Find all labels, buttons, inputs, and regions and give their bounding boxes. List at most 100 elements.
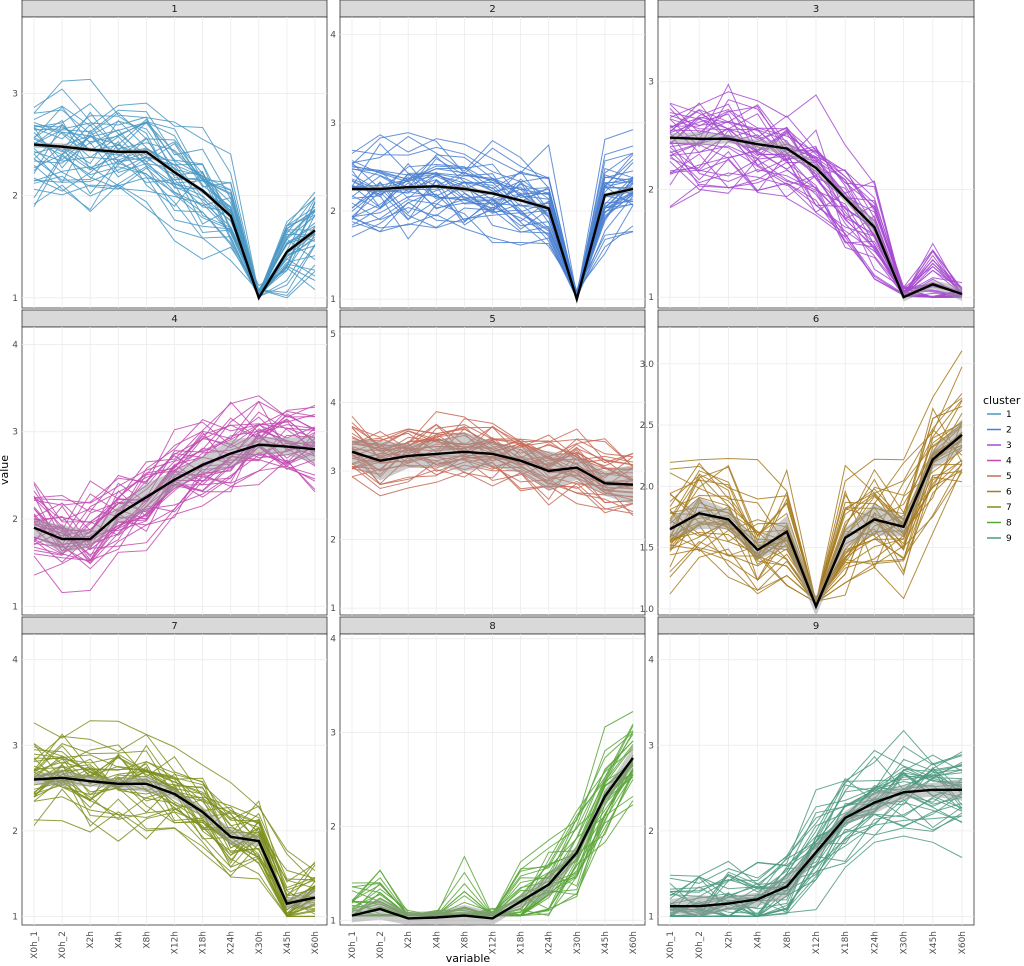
y-tick-label: 2 bbox=[330, 207, 336, 217]
x-tick-label: X30h bbox=[900, 931, 910, 954]
x-tick-label: X45h bbox=[283, 931, 293, 954]
y-tick-label: 4 bbox=[12, 340, 18, 350]
series-trace bbox=[33, 420, 316, 524]
series-trace bbox=[33, 401, 316, 504]
series-trace bbox=[669, 132, 963, 293]
panel-7: 7 1 2 3 4 X0h_1 X0h_2 X2h X4h X8h X12h X18h X24h X30h… bbox=[12, 616, 328, 959]
x-tick-label: X12h bbox=[489, 931, 499, 954]
x-tick-label: X45h bbox=[929, 931, 939, 954]
y-tick-label: 1 bbox=[330, 916, 336, 926]
y-tick-label: 3 bbox=[12, 90, 18, 100]
facet-label: 3 bbox=[813, 4, 819, 15]
confidence-ribbon bbox=[34, 142, 315, 300]
y-tick-label: 4 bbox=[12, 656, 18, 666]
panel-6: 6 1.0 1.5 2.0 2.5 3.0 bbox=[640, 309, 975, 617]
x-tick-label: X18h bbox=[841, 931, 851, 954]
x-axis-title: variable bbox=[446, 952, 491, 965]
x-tick-label: X4h bbox=[432, 931, 442, 949]
legend-label: 7 bbox=[1006, 503, 1012, 513]
mean-line bbox=[352, 185, 634, 304]
series-trace bbox=[33, 102, 316, 295]
x-tick-label: X24h bbox=[227, 931, 237, 954]
facet-label: 7 bbox=[171, 621, 177, 632]
series-trace bbox=[33, 720, 316, 872]
y-tick-label: 1.0 bbox=[640, 605, 655, 615]
series-trace bbox=[33, 454, 316, 562]
confidence-ribbon bbox=[352, 432, 633, 505]
y-tick-label: 2 bbox=[648, 827, 654, 837]
y-tick-label: 3 bbox=[330, 467, 336, 477]
y-tick-label: 2 bbox=[12, 515, 18, 525]
y-tick-label: 1 bbox=[648, 912, 654, 922]
x-tick-label: X30h bbox=[573, 931, 583, 954]
y-tick-label: 3.0 bbox=[640, 360, 655, 370]
series-trace bbox=[33, 733, 316, 898]
y-tick-label: 3 bbox=[648, 78, 654, 88]
series-trace bbox=[669, 102, 963, 290]
x-tick-label: X24h bbox=[870, 931, 880, 954]
panel-1: 1 1 2 3 bbox=[12, 0, 328, 309]
facet-label: 1 bbox=[171, 4, 177, 15]
panel-8: 8 1 2 3 4 X0h_1 X0h_2 X2h X4h X8h X12h X18h X24h X30h… bbox=[330, 616, 646, 959]
legend-label: 4 bbox=[1006, 457, 1012, 467]
series-trace bbox=[33, 776, 316, 915]
series-trace bbox=[669, 109, 963, 297]
series-trace bbox=[33, 796, 316, 918]
series-trace bbox=[669, 754, 963, 890]
mean-line bbox=[351, 450, 634, 486]
facet-label: 2 bbox=[489, 4, 495, 15]
mean-line bbox=[669, 433, 963, 610]
x-tick-label: X0h_1 bbox=[348, 931, 358, 959]
series-trace bbox=[351, 177, 634, 299]
series-trace bbox=[669, 91, 963, 297]
series-trace bbox=[33, 395, 316, 532]
axis-titles: variable value bbox=[0, 455, 490, 965]
series-trace bbox=[33, 761, 316, 918]
series-trace bbox=[669, 729, 963, 885]
series-trace bbox=[33, 162, 316, 299]
series-trace bbox=[351, 180, 634, 296]
y-tick-label: 2 bbox=[330, 822, 336, 832]
x-tick-label: X18h bbox=[199, 931, 209, 954]
x-tick-label: X24h bbox=[545, 931, 555, 954]
series-trace bbox=[33, 88, 316, 295]
y-tick-label: 4 bbox=[330, 635, 336, 645]
y-tick-label: 1 bbox=[12, 294, 18, 304]
series-trace bbox=[669, 83, 963, 293]
series-trace bbox=[33, 768, 316, 907]
legend-label: 1 bbox=[1006, 410, 1012, 420]
x-tick-label: X8h bbox=[783, 931, 793, 949]
series-trace bbox=[33, 411, 316, 540]
panel-2: 2 1 2 3 4 bbox=[330, 0, 646, 309]
series-trace bbox=[33, 410, 316, 513]
confidence-ribbon bbox=[34, 435, 315, 553]
y-tick-label: 4 bbox=[330, 31, 336, 41]
y-tick-label: 1 bbox=[648, 293, 654, 303]
facet-label: 4 bbox=[171, 314, 177, 325]
legend-label: 8 bbox=[1006, 519, 1012, 529]
x-tick-label: X0h_1 bbox=[666, 931, 676, 959]
legend-label: 2 bbox=[1006, 426, 1012, 436]
x-tick-label: X60h bbox=[311, 931, 321, 954]
x-tick-label: X2h bbox=[724, 931, 734, 949]
facet-label: 5 bbox=[489, 314, 495, 325]
y-tick-label: 3 bbox=[12, 741, 18, 751]
series-trace bbox=[33, 455, 316, 561]
panels-group: 1 1 2 3 2 1 2 3 4 3 1 2 3 4 1 2 3 4 5 1 2 3 4 5 6 1.0 1.5 2.0 2.5 3.0… bbox=[12, 0, 975, 959]
series-trace bbox=[33, 465, 316, 576]
series-trace bbox=[33, 148, 316, 297]
legend-label: 5 bbox=[1006, 472, 1012, 482]
x-tick-label: X0h_1 bbox=[30, 931, 40, 959]
series-trace bbox=[33, 763, 316, 918]
y-axis-title: value bbox=[0, 455, 11, 485]
series-trace bbox=[669, 745, 963, 900]
y-tick-label: 1 bbox=[12, 602, 18, 612]
y-tick-label: 3 bbox=[12, 428, 18, 438]
facet-label: 8 bbox=[489, 621, 495, 632]
series-trace bbox=[33, 743, 316, 889]
x-tick-label: X60h bbox=[629, 931, 639, 954]
x-tick-label: X2h bbox=[86, 931, 96, 949]
facet-label: 9 bbox=[813, 621, 819, 632]
x-tick-label: X8h bbox=[142, 931, 152, 949]
series-trace bbox=[351, 418, 634, 468]
